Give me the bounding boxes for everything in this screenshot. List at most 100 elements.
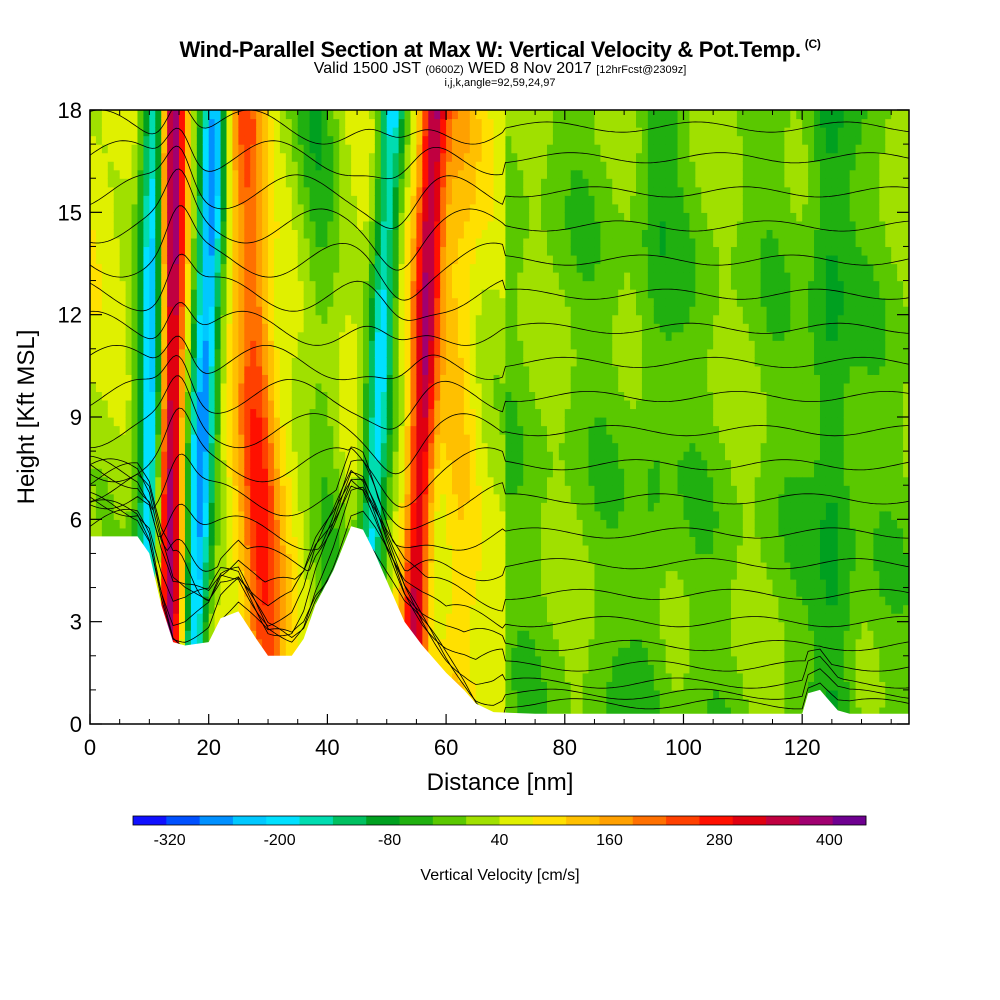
velocity-cell [481,672,489,682]
velocity-cell [446,417,453,427]
velocity-cell [398,272,406,282]
velocity-cell [487,289,495,299]
velocity-cell [173,127,180,137]
velocity-cell [232,263,239,273]
velocity-cell [90,246,97,256]
velocity-cell [469,135,477,145]
velocity-cell [452,399,459,410]
velocity-cell [131,510,139,520]
velocity-cell [481,485,489,495]
velocity-cell [149,399,156,410]
velocity-cell [303,502,311,512]
velocity-cell [315,417,323,427]
velocity-cell [345,127,352,137]
velocity-cell [404,493,412,503]
velocity-cell [392,178,400,188]
velocity-cell [416,297,423,307]
velocity-cell [463,203,471,213]
velocity-cell [214,118,222,128]
velocity-cell [398,220,406,230]
velocity-cell [273,195,281,205]
velocity-cell [220,544,228,555]
velocity-cell [398,144,406,154]
velocity-cell [327,434,334,444]
velocity-cell [434,476,441,486]
velocity-cell [398,544,406,555]
velocity-cell [368,161,376,171]
velocity-cell [137,365,145,375]
velocity-cell [208,135,216,145]
velocity-cell [155,178,162,188]
velocity-cell [380,144,388,154]
velocity-cell [226,536,234,546]
velocity-cell [327,340,334,350]
velocity-cell [131,476,139,486]
velocity-cell [244,493,251,503]
velocity-cell [422,280,429,290]
velocity-cell [107,323,115,333]
velocity-cell [386,297,394,307]
velocity-cell [90,468,97,478]
velocity-cell [493,613,501,623]
velocity-cell [101,451,109,461]
velocity-cell [95,178,103,188]
velocity-cell [143,382,150,393]
velocity-cell [297,178,305,188]
velocity-cell [357,110,364,120]
velocity-cell [214,527,222,537]
velocity-cell [113,459,121,469]
velocity-cell [202,417,210,427]
velocity-cell [416,280,423,290]
velocity-cell [457,229,465,239]
velocity-cell [363,434,370,444]
velocity-cell [101,331,109,341]
velocity-cell [339,110,346,120]
velocity-cell [481,561,489,572]
velocity-cell [143,340,150,350]
velocity-cell [256,110,263,120]
velocity-cell [368,348,376,358]
subtitle-valid: Valid 1500 JST [313,60,421,77]
velocity-cell [333,220,340,230]
velocity-cell [238,144,245,154]
velocity-cell [493,382,501,393]
velocity-cell [481,348,489,358]
velocity-cell [315,272,323,282]
velocity-cell [374,144,382,154]
velocity-cell [446,118,453,128]
velocity-cell [416,579,423,589]
velocity-cell [327,544,334,555]
velocity-cell [167,118,174,128]
velocity-cell [232,561,239,572]
velocity-cell [208,212,216,222]
velocity-cell [95,297,103,307]
velocity-cell [184,110,192,120]
velocity-cell [179,476,186,486]
velocity-cell [232,451,239,461]
velocity-cell [256,544,263,555]
velocity-cell [143,280,150,290]
velocity-cell [256,263,263,273]
velocity-cell [273,144,281,154]
velocity-cell [250,152,257,162]
velocity-cell [386,365,394,375]
velocity-cell [440,561,447,572]
velocity-cell [167,212,174,222]
velocity-cell [487,237,495,248]
velocity-cell [208,399,216,410]
velocity-cell [214,459,222,469]
velocity-cell [428,485,435,495]
velocity-cell [434,544,441,555]
velocity-cell [285,365,293,375]
velocity-cell [380,502,388,512]
velocity-cell [220,297,228,307]
velocity-cell [291,434,299,444]
velocity-cell [392,570,400,580]
velocity-cell [113,502,121,512]
velocity-cell [167,536,174,546]
velocity-cell [392,468,400,478]
velocity-cell [179,382,186,393]
velocity-cell [90,399,97,410]
velocity-cell [161,468,168,478]
velocity-cell [95,280,103,290]
